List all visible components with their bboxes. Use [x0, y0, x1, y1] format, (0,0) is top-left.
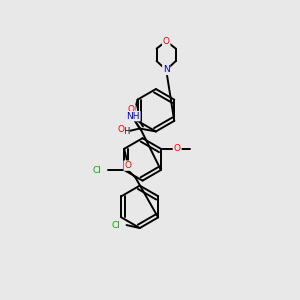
Text: Cl: Cl	[111, 220, 120, 230]
Text: O: O	[174, 144, 181, 153]
Text: H: H	[123, 127, 129, 136]
Text: O: O	[128, 106, 135, 115]
Text: O: O	[163, 37, 170, 46]
Text: NH: NH	[126, 112, 140, 121]
Text: O: O	[117, 125, 124, 134]
Text: Cl: Cl	[93, 166, 101, 175]
Text: N: N	[163, 65, 169, 74]
Text: O: O	[124, 161, 131, 170]
